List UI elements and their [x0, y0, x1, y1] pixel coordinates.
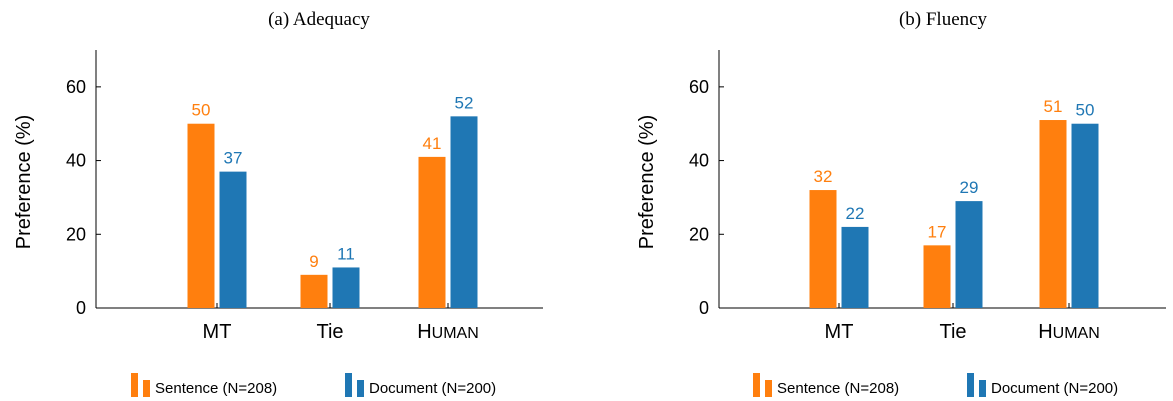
bar: [809, 190, 837, 308]
bar: [841, 226, 869, 308]
data-label: 52: [455, 93, 474, 112]
bar: [418, 156, 446, 308]
data-label: 32: [814, 167, 833, 186]
legend-label: Document (N=200): [991, 380, 1118, 397]
y-tick-label: 40: [66, 151, 86, 171]
y-tick-label: 20: [66, 224, 86, 244]
chart-title: (b) Fluency: [899, 9, 988, 30]
bar: [955, 201, 983, 308]
data-label: 50: [1076, 101, 1095, 120]
data-label: 41: [423, 134, 442, 153]
data-label: 50: [192, 101, 211, 120]
y-tick-label: 40: [689, 151, 709, 171]
legend-swatch: [131, 373, 138, 397]
chart-title: (a) Adequacy: [268, 9, 370, 30]
bar: [219, 171, 247, 308]
bar: [332, 267, 360, 308]
y-tick-label: 0: [76, 298, 86, 318]
y-tick-label: 20: [689, 224, 709, 244]
x-tick-label: Tie: [316, 321, 343, 343]
data-label: 17: [928, 222, 947, 241]
bar: [1071, 123, 1099, 308]
panel-fluency: (b) Fluency Preference (%) 0 20 40 60 MT Tie H…: [636, 9, 1166, 397]
data-label: 9: [309, 252, 318, 271]
legend-swatch: [345, 373, 352, 397]
bar: [300, 274, 328, 308]
bar: [923, 245, 951, 308]
legend-label: Sentence (N=208): [777, 380, 899, 397]
panel-adequacy: (a) Adequacy Preference (%) 0 20 40 60 MT Tie…: [13, 9, 543, 397]
y-tick-label: 60: [689, 77, 709, 97]
legend-swatch: [967, 373, 974, 397]
legend-swatch: [753, 373, 760, 397]
data-label: 37: [224, 149, 243, 168]
legend-swatch: [765, 380, 772, 397]
legend-swatch: [357, 380, 364, 397]
data-label: 51: [1044, 97, 1063, 116]
y-axis-label: Preference (%): [636, 115, 658, 250]
x-tick-label: HUMAN: [1038, 321, 1100, 343]
bar: [1039, 120, 1067, 309]
x-tick-label: MT: [825, 321, 854, 343]
x-tick-label: Tie: [939, 321, 966, 343]
x-tick-label: HUMAN: [417, 321, 479, 343]
data-label: 22: [846, 204, 865, 223]
legend-swatch: [979, 380, 986, 397]
y-axis-label: Preference (%): [13, 115, 35, 250]
legend-label: Sentence (N=208): [155, 380, 277, 397]
bar: [187, 123, 215, 308]
legend-label: Document (N=200): [369, 380, 496, 397]
bar: [450, 116, 478, 308]
legend-swatch: [143, 380, 150, 397]
data-label: 11: [337, 244, 355, 263]
data-label: 29: [960, 178, 979, 197]
y-tick-label: 60: [66, 77, 86, 97]
x-tick-label: MT: [203, 321, 232, 343]
y-tick-label: 0: [699, 298, 709, 318]
